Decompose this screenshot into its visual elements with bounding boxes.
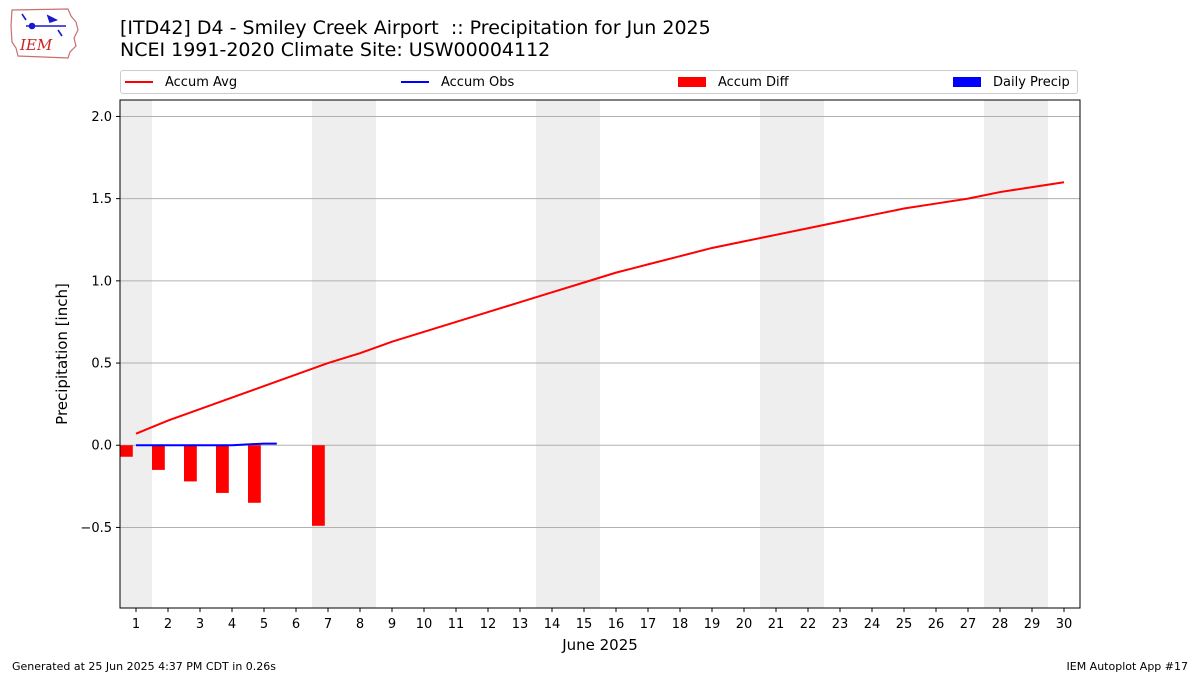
x-axis-label: June 2025 <box>561 636 638 654</box>
chart-legend: Accum Avg Accum Obs Accum Diff Daily Pre… <box>120 70 1078 94</box>
x-tick-label: 26 <box>928 617 945 632</box>
x-tick-label: 28 <box>992 617 1009 632</box>
x-tick-label: 1 <box>132 617 140 632</box>
x-tick-label: 22 <box>800 617 817 632</box>
iowa-outline-icon <box>10 8 79 59</box>
x-tick-label: 30 <box>1056 617 1073 632</box>
x-tick-label: 18 <box>672 617 689 632</box>
y-tick-label: 0.0 <box>91 439 112 454</box>
x-tick-label: 2 <box>164 617 172 632</box>
x-tick-label: 16 <box>608 617 625 632</box>
logo-text: IEM <box>19 36 53 54</box>
legend-label-accum-diff: Accum Diff <box>718 74 789 90</box>
weekend-band-1 <box>120 100 152 608</box>
legend-item-accum-avg: Accum Avg <box>125 71 237 93</box>
x-tick-label: 3 <box>196 617 204 632</box>
y-axis-ticks: −0.5 0.0 0.5 1.0 1.5 2.0 <box>80 110 120 536</box>
legend-item-accum-diff: Accum Diff <box>678 71 789 93</box>
weather-station-icon <box>21 13 66 37</box>
legend-item-daily-precip: Daily Precip <box>953 71 1070 93</box>
x-tick-label: 8 <box>356 617 364 632</box>
x-tick-label: 13 <box>512 617 529 632</box>
accum-diff-bar <box>312 445 325 526</box>
accum-diff-bar <box>216 445 229 493</box>
x-tick-label: 7 <box>324 617 332 632</box>
y-tick-label: 1.0 <box>91 274 112 289</box>
accum-obs-line <box>136 442 277 447</box>
y-tick-label: 2.0 <box>91 110 112 125</box>
weekend-bands <box>120 100 1048 608</box>
accum-avg-line <box>135 181 1065 435</box>
x-tick-label: 29 <box>1024 617 1041 632</box>
legend-label-accum-obs: Accum Obs <box>441 74 515 90</box>
x-tick-label: 5 <box>260 617 268 632</box>
gridlines <box>120 115 1080 528</box>
chart-title-line2: NCEI 1991-2020 Climate Site: USW00004112 <box>120 39 551 61</box>
x-tick-label: 9 <box>388 617 396 632</box>
y-axis-label: Precipitation [inch] <box>53 283 71 425</box>
x-axis-ticks: 1 2 3 4 5 6 7 8 9 10 11 12 13 14 15 16 17 18 19 20 21 22 23 24 2… <box>132 608 1072 632</box>
x-tick-label: 17 <box>640 617 657 632</box>
accum-diff-bar <box>248 445 261 503</box>
weekend-band-2 <box>312 100 376 608</box>
iem-logo: IEM <box>10 8 79 59</box>
weekend-band-5 <box>984 100 1048 608</box>
legend-label-accum-avg: Accum Avg <box>165 74 238 90</box>
accum-diff-bar <box>184 445 197 482</box>
legend-swatch-daily-precip <box>953 77 981 87</box>
legend-label-daily-precip: Daily Precip <box>993 74 1070 90</box>
weekend-band-3 <box>536 100 600 608</box>
y-tick-label: 1.5 <box>91 192 112 207</box>
accum-diff-bars <box>120 445 325 526</box>
y-tick-label: −0.5 <box>80 521 112 536</box>
x-tick-label: 25 <box>896 617 913 632</box>
x-tick-label: 23 <box>832 617 849 632</box>
x-tick-label: 19 <box>704 617 721 632</box>
chart-title-line1: [ITD42] D4 - Smiley Creek Airport :: Pre… <box>120 17 711 39</box>
x-tick-label: 24 <box>864 617 881 632</box>
y-tick-label: 0.5 <box>91 357 112 372</box>
x-tick-label: 27 <box>960 617 977 632</box>
x-tick-label: 21 <box>768 617 785 632</box>
accum-diff-bar <box>152 445 165 470</box>
weekend-band-4 <box>760 100 824 608</box>
x-tick-label: 6 <box>292 617 300 632</box>
x-tick-label: 10 <box>416 617 433 632</box>
legend-swatch-accum-avg <box>125 81 153 83</box>
x-tick-label: 14 <box>544 617 561 632</box>
accum-diff-bar <box>120 445 133 457</box>
series-lines <box>135 181 1065 447</box>
legend-swatch-accum-obs <box>401 81 429 83</box>
footer-app: IEM Autoplot App #17 <box>1066 660 1189 673</box>
x-tick-label: 11 <box>448 617 465 632</box>
legend-item-accum-obs: Accum Obs <box>401 71 514 93</box>
footer-generated: Generated at 25 Jun 2025 4:37 PM CDT in … <box>12 660 277 673</box>
x-tick-label: 15 <box>576 617 593 632</box>
plot-frame <box>119 99 1081 609</box>
legend-swatch-accum-diff <box>678 77 706 87</box>
x-tick-label: 20 <box>736 617 753 632</box>
x-tick-label: 4 <box>228 617 236 632</box>
x-tick-label: 12 <box>480 617 497 632</box>
